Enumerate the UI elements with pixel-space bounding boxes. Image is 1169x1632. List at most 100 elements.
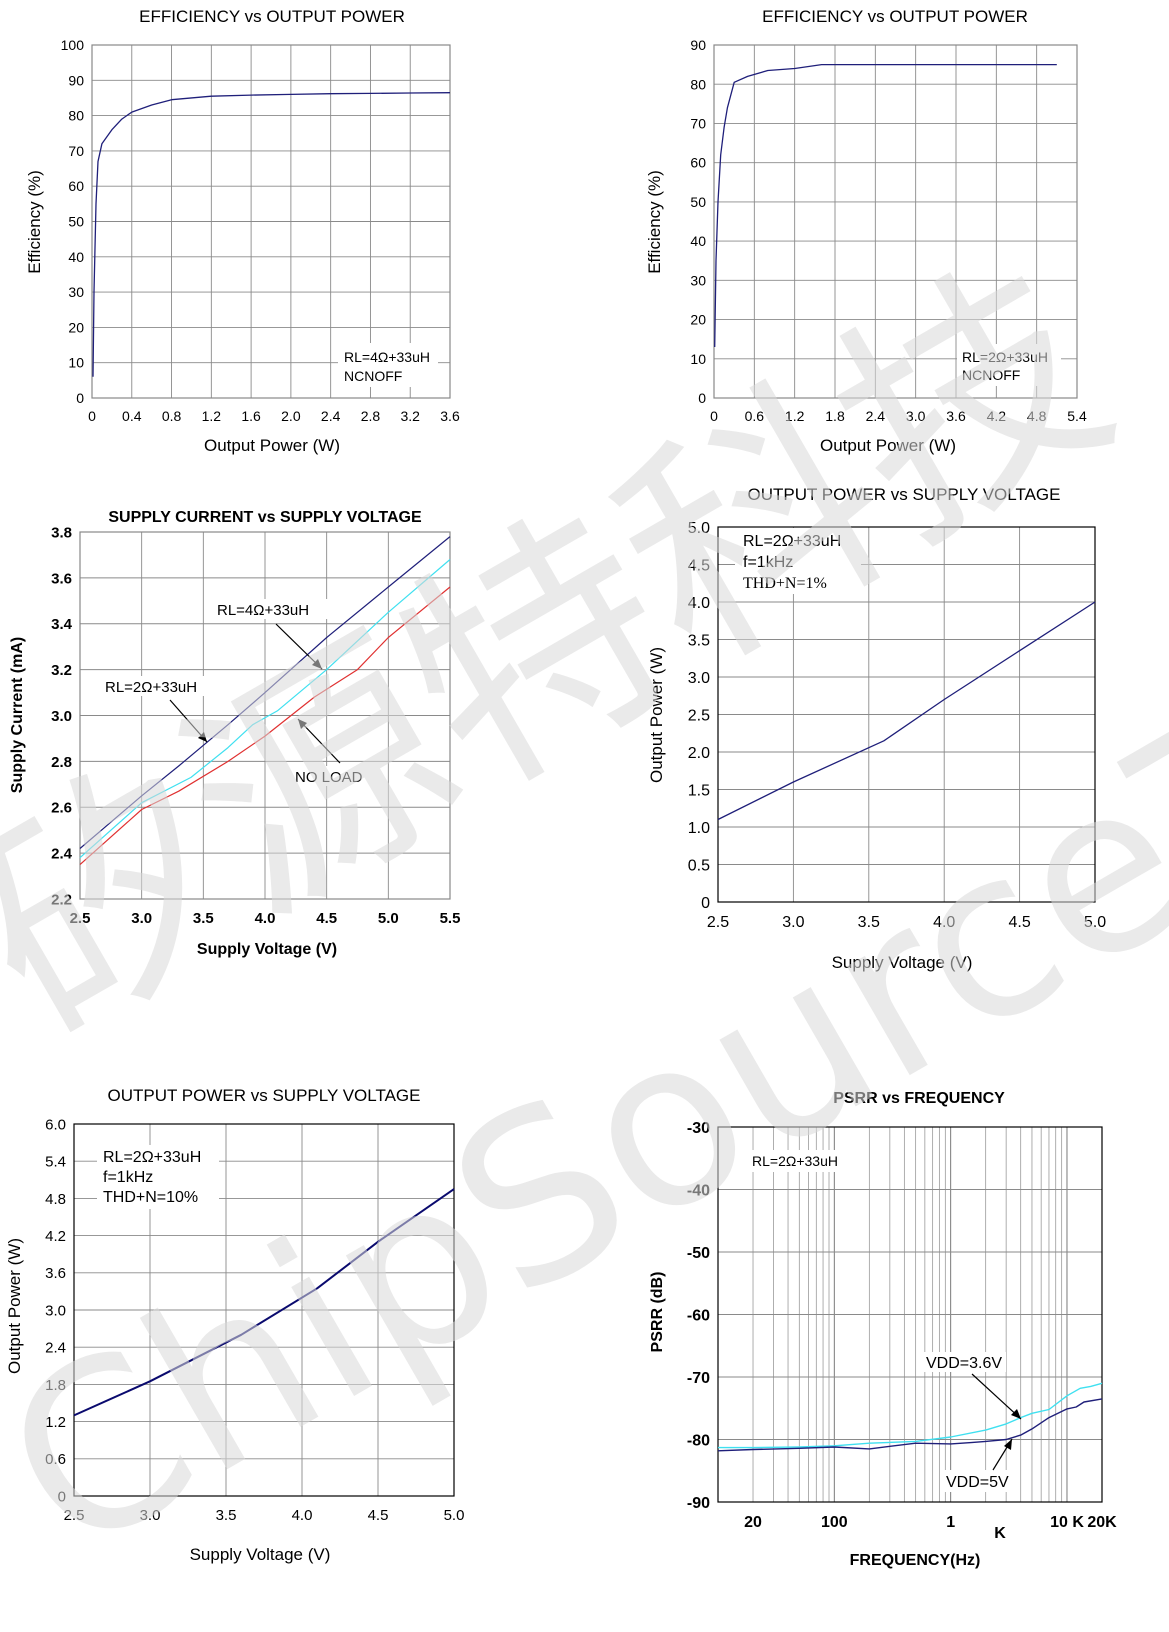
annotation-box: RL=2Ω+33uH <box>747 1150 851 1172</box>
x-tick-label: 2.8 <box>361 408 381 424</box>
y-tick-label: 1.5 <box>688 782 710 799</box>
y-tick-label: 40 <box>68 249 84 265</box>
x-tick-label: 3.0 <box>782 914 804 931</box>
x-tick-label: 4.5 <box>368 1507 389 1524</box>
output-power-vs-supply-voltage-thd10-chart: OUTPUT POWER vs SUPPLY VOLTAGE 2.5 3.0 3.5… <box>5 1086 464 1564</box>
x-tick-label: 0.6 <box>745 408 765 424</box>
arrowhead <box>1004 1439 1012 1450</box>
y-tick-label: 80 <box>68 108 84 124</box>
plot-area: 2.5 3.0 3.5 4.0 4.5 5.0 0 0.5 1.0 1.5 2.0 2.5 3.0 3.5… <box>688 520 1106 931</box>
x-axis-label: Output Power (W) <box>204 436 340 455</box>
arrowhead <box>198 732 207 742</box>
y-tick-label: -50 <box>687 1245 710 1262</box>
y-tick-label: 0.6 <box>45 1451 66 1468</box>
x-axis-label: Supply Voltage (V) <box>197 941 337 958</box>
arrowhead <box>1011 1409 1021 1419</box>
x-tick-label: 4.0 <box>255 910 276 927</box>
x-axis-label: Output Power (W) <box>820 436 956 455</box>
annotation-box: RL=4Ω+33uH NCNOFF <box>338 343 438 387</box>
y-axis-label: Output Power (W) <box>647 647 666 783</box>
callout-vdd5: VDD=5V <box>942 1438 1013 1492</box>
y-tick-label: 2.5 <box>688 707 710 724</box>
y-tick-label: 3.6 <box>51 570 72 587</box>
series-line-1 <box>73 1188 455 1417</box>
series-line-1 <box>79 536 451 849</box>
x-tick-label: 1.6 <box>241 408 261 424</box>
y-tick-label: 3.2 <box>51 662 72 679</box>
x-tick-label: 2.4 <box>321 408 341 424</box>
callout-vdd36: VDD=3.6V <box>922 1352 1022 1420</box>
chart-title: PSRR vs FREQUENCY <box>833 1090 1005 1107</box>
x-tick-label: 3.5 <box>216 1507 237 1524</box>
y-tick-label: 3.0 <box>51 708 72 725</box>
x-tick-label: 3.0 <box>131 910 152 927</box>
x-tick-label: 4.0 <box>292 1507 313 1524</box>
y-tick-label: -70 <box>687 1370 710 1387</box>
y-tick-label: 1.8 <box>45 1377 66 1394</box>
annotation-line-1: RL=2Ω+33uH <box>103 1149 201 1166</box>
x-tick-label: 3.6 <box>440 408 460 424</box>
series-line-1 <box>714 63 1057 348</box>
y-axis-label: Supply Current (mA) <box>9 637 26 793</box>
series-line-3 <box>79 586 451 866</box>
x-tick-label-k: K <box>994 1525 1006 1542</box>
y-axis-label: Efficiency (%) <box>645 170 664 274</box>
y-tick-label: 6.0 <box>45 1116 66 1133</box>
y-tick-label: -80 <box>687 1432 710 1449</box>
x-tick-label: 1.2 <box>785 408 805 424</box>
y-tick-label: 5.4 <box>45 1154 66 1171</box>
plot-frame <box>79 531 451 900</box>
y-tick-label: 4.2 <box>45 1228 66 1245</box>
x-tick-label: 2.4 <box>866 408 886 424</box>
x-tick-label: 0.4 <box>122 408 142 424</box>
y-tick-label: 4.8 <box>45 1191 66 1208</box>
y-tick-label: 30 <box>690 272 706 288</box>
y-tick-label: 50 <box>68 214 84 230</box>
x-tick-label: 1.8 <box>825 408 845 424</box>
x-tick-label: 1 <box>946 1514 955 1531</box>
x-tick-label: 20K <box>1087 1514 1117 1531</box>
y-tick-label: 60 <box>68 178 84 194</box>
series-line-2 <box>79 559 451 859</box>
y-tick-label: 3.0 <box>688 670 710 687</box>
y-tick-label: 20 <box>68 319 84 335</box>
y-tick-label: 2.4 <box>51 846 73 863</box>
x-axis-label: FREQUENCY(Hz) <box>850 1552 981 1569</box>
y-tick-label: 10 <box>68 355 84 371</box>
y-tick-label: 50 <box>690 194 706 210</box>
x-tick-label: 5.5 <box>440 910 461 927</box>
output-power-vs-supply-voltage-thd1-chart: OUTPUT POWER vs SUPPLY VOLTAGE 2.5 3.0 3.5… <box>647 485 1106 972</box>
x-tick-label: 3.0 <box>140 1507 161 1524</box>
plot-frame <box>73 1123 455 1497</box>
callout-rl4: RL=4Ω+33uH <box>212 599 336 670</box>
callout-label: NO LOAD <box>295 769 363 786</box>
callout-arrow <box>275 623 323 670</box>
series-line-1 <box>92 92 451 377</box>
y-tick-label: 0 <box>701 895 710 912</box>
plot-frame <box>713 44 1078 399</box>
y-tick-label: 2.2 <box>51 891 72 908</box>
callout-label: RL=2Ω+33uH <box>105 679 197 696</box>
annotation-line-2: f=1kHz <box>103 1169 153 1186</box>
y-tick-label: 0 <box>76 390 84 406</box>
x-tick-label: 10 K <box>1050 1514 1084 1531</box>
x-tick-label: 4.5 <box>1008 914 1030 931</box>
y-tick-label: 30 <box>68 284 84 300</box>
y-tick-label: 0 <box>698 390 706 406</box>
arrowhead <box>312 659 322 669</box>
x-tick-label: 4.0 <box>933 914 955 931</box>
annotation-box: RL=2Ω+33uH f=1kHz THD+N=1% <box>735 528 861 594</box>
x-axis-label: Supply Voltage (V) <box>190 1545 331 1564</box>
callout-arrow <box>971 1373 1022 1420</box>
y-tick-label: 3.0 <box>45 1302 66 1319</box>
plot-frame <box>717 526 1096 903</box>
x-tick-label: 4.5 <box>316 910 337 927</box>
supply-current-vs-supply-voltage-chart: SUPPLY CURRENT vs SUPPLY VOLTAGE 2.5 3.0 3… <box>9 509 461 958</box>
plot-area: 2.5 3.0 3.5 4.0 4.5 5.0 0 0.6 1.2 1.8 2.4 3.0 3.6 4.2… <box>45 1116 464 1524</box>
callout-arrow <box>297 718 341 764</box>
x-tick-label: 2.5 <box>70 910 91 927</box>
x-tick-label: 5.0 <box>1084 914 1106 931</box>
y-tick-label: 5.0 <box>688 520 710 537</box>
x-tick-label: 3.0 <box>906 408 926 424</box>
arrowhead <box>298 719 307 729</box>
